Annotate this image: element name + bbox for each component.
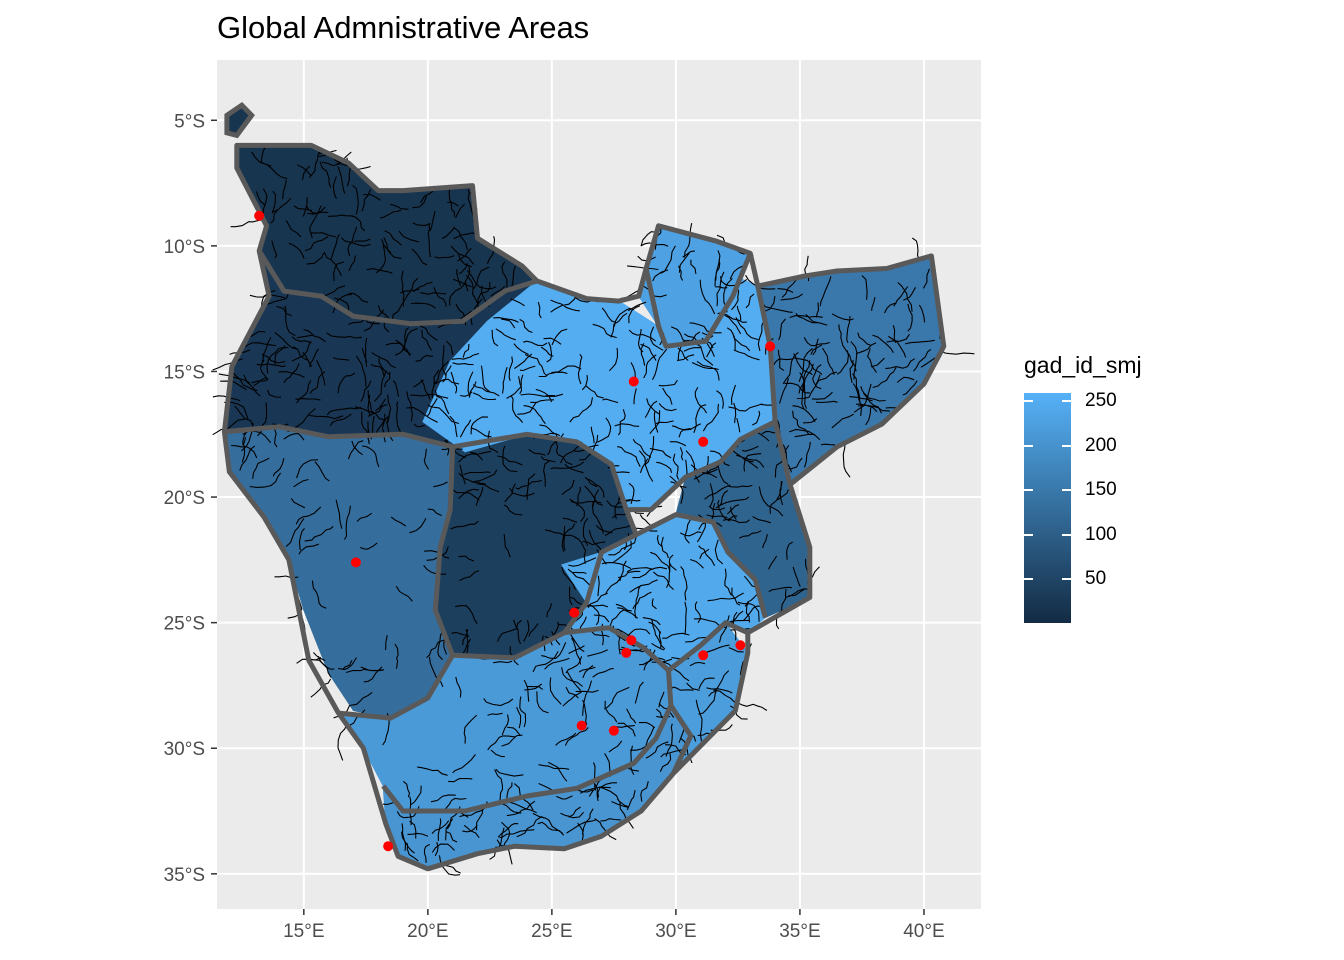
city-point xyxy=(765,341,776,352)
legend-tick xyxy=(1062,489,1071,492)
region-boundary xyxy=(668,704,694,775)
y-tick-label: 10°S xyxy=(164,237,205,258)
legend-label: 200 xyxy=(1085,434,1117,456)
legend-tick xyxy=(1024,578,1033,581)
legend-tick xyxy=(1062,533,1071,536)
city-point xyxy=(576,720,587,731)
city-point xyxy=(628,376,639,387)
y-tick-label: 5°S xyxy=(174,111,205,132)
y-tick-label: 30°S xyxy=(164,739,205,760)
y-tick-label: 25°S xyxy=(164,614,205,635)
city-point xyxy=(569,607,580,618)
city-points xyxy=(254,210,776,852)
x-tick-label: 20°E xyxy=(407,921,448,942)
city-point xyxy=(254,210,265,221)
region-boundary xyxy=(381,620,749,814)
city-point xyxy=(608,725,619,736)
city-point xyxy=(383,841,394,852)
legend-tick xyxy=(1062,444,1071,447)
city-point xyxy=(621,647,632,658)
x-tick-label: 15°E xyxy=(283,921,324,942)
legend-tick xyxy=(1024,489,1033,492)
city-point xyxy=(698,650,709,661)
legend-colorbar xyxy=(1024,393,1071,623)
legend-title: gad_id_smj xyxy=(1024,352,1142,378)
city-point xyxy=(735,640,746,651)
x-tick-label: 25°E xyxy=(531,921,572,942)
x-axis: 15°E 20°E 25°E 30°E 35°E 40°E xyxy=(283,909,945,942)
legend-label: 150 xyxy=(1085,479,1117,501)
outer-boundary xyxy=(221,142,947,872)
legend-tick xyxy=(1024,444,1033,447)
river-lines xyxy=(212,146,975,876)
region-boundary xyxy=(564,625,671,673)
legend-tick xyxy=(1062,400,1071,403)
region-boundary xyxy=(224,424,639,721)
city-point xyxy=(626,635,637,646)
legend-label: 250 xyxy=(1085,390,1117,412)
legend-label: 100 xyxy=(1085,523,1117,545)
region-boundary xyxy=(257,249,538,327)
region-boundary xyxy=(432,446,456,657)
legend-tick xyxy=(1024,533,1033,536)
legend-label: 50 xyxy=(1085,568,1107,590)
plot-title: Global Admnistrative Areas xyxy=(217,10,590,45)
y-tick-label: 15°S xyxy=(164,362,205,383)
x-tick-label: 35°E xyxy=(779,921,820,942)
legend-tick xyxy=(1062,578,1071,581)
region-boundary xyxy=(635,512,768,619)
city-point xyxy=(698,436,709,447)
region-borders xyxy=(221,101,947,872)
city-point xyxy=(350,557,361,568)
x-tick-label: 30°E xyxy=(655,921,696,942)
y-axis: 5°S 10°S 15°S 20°S 25°S 30°S 35°S xyxy=(164,111,217,886)
cabinda-enclave xyxy=(224,101,255,139)
legend-tick xyxy=(1024,400,1033,403)
y-tick-label: 20°S xyxy=(164,488,205,509)
x-tick-label: 40°E xyxy=(903,921,944,942)
y-tick-label: 35°S xyxy=(164,865,205,886)
region-boundary xyxy=(643,252,753,349)
river-network xyxy=(212,146,975,876)
